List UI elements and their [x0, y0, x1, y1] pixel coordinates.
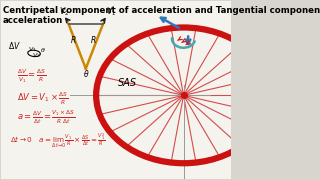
Text: Centripetal component of acceleration and Tangential component of
acceleration: Centripetal component of acceleration an… [3, 6, 320, 25]
Text: $\theta$: $\theta$ [84, 69, 90, 80]
Text: $a = \frac{\Delta V}{\Delta t} = \frac{V_1 \times \Delta S}{R \ \Delta t}$: $a = \frac{\Delta V}{\Delta t} = \frac{V… [17, 109, 75, 126]
FancyBboxPatch shape [1, 1, 231, 179]
Text: $\Delta V$: $\Delta V$ [8, 40, 20, 51]
Text: $\frac{\Delta V}{V_1} = \frac{\Delta S}{R}$: $\frac{\Delta V}{V_1} = \frac{\Delta S}{… [17, 68, 46, 85]
Text: $V_2$: $V_2$ [59, 5, 69, 18]
Text: $\Delta V = V_1 \times \frac{\Delta S}{R}$: $\Delta V = V_1 \times \frac{\Delta S}{R… [17, 91, 68, 107]
Text: $V_1$: $V_1$ [28, 45, 37, 54]
Text: $V_2$: $V_2$ [32, 51, 40, 60]
Text: R: R [71, 36, 76, 45]
Text: R: R [91, 36, 96, 45]
Text: $\Delta t \to 0 \quad a = \lim_{\Delta t \to 0} \frac{V_1}{R} \times \frac{\Delt: $\Delta t \to 0 \quad a = \lim_{\Delta t… [10, 132, 106, 152]
Text: $\theta$: $\theta$ [40, 46, 46, 55]
Text: $V_1$: $V_1$ [107, 5, 116, 18]
Text: SAS: SAS [118, 78, 137, 88]
